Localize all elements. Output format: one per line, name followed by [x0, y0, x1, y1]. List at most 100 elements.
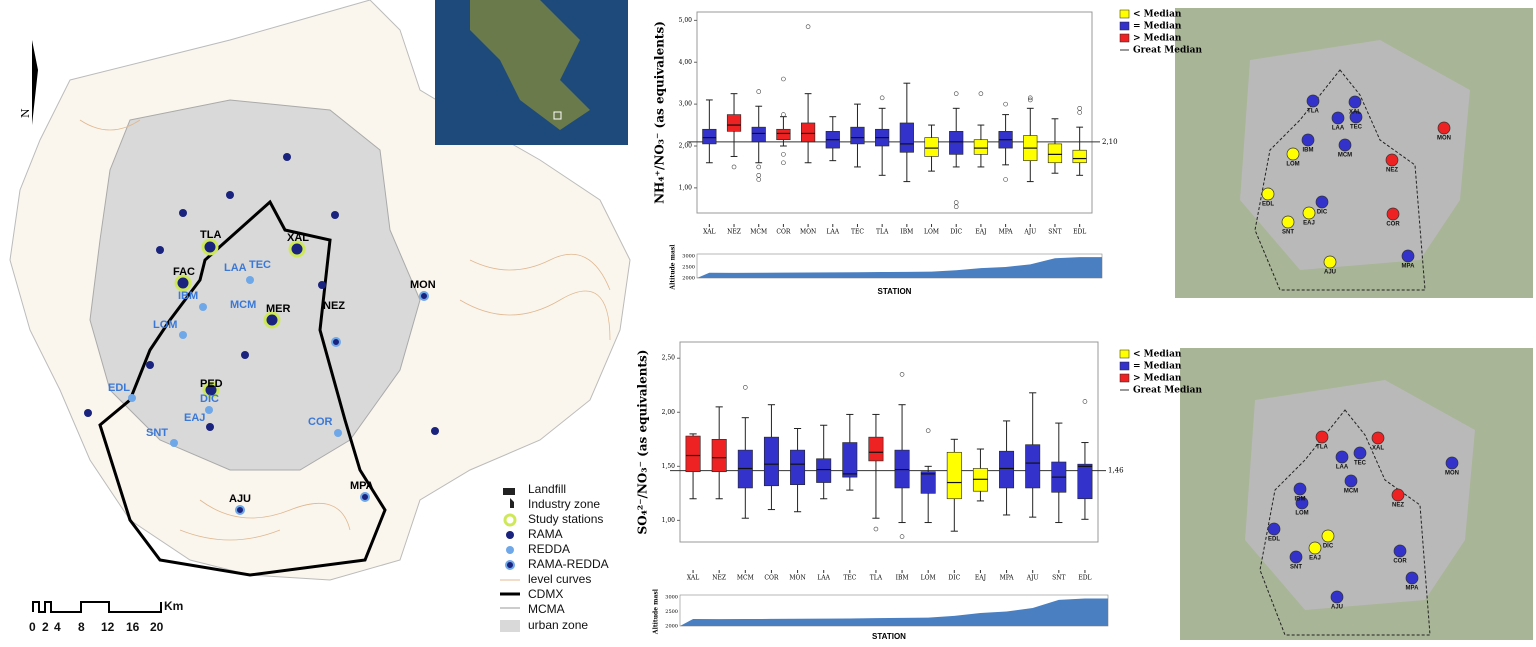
x-tick-label: DIC [950, 229, 962, 236]
y-axis-label: NH₄⁺/NO₃⁻ (as equivalents) [653, 21, 667, 204]
station-label: EAJ [1309, 556, 1321, 562]
station-label: MPA [1406, 586, 1420, 592]
y-tick-label: 2,50 [662, 355, 676, 362]
outlier [781, 76, 786, 82]
outlier [1082, 399, 1088, 404]
box [1072, 149, 1087, 164]
outlier [873, 526, 879, 532]
altitude-label: Altitude masl [653, 588, 660, 635]
outlier [953, 204, 959, 210]
outlier [781, 160, 786, 166]
scale-tick: 8 [78, 620, 85, 634]
legend-label: level curves [528, 572, 591, 586]
outlier [756, 164, 762, 170]
station-label: COR [1393, 559, 1407, 565]
station-label: MPA [1402, 264, 1416, 270]
station-dot [1302, 206, 1316, 220]
station-dot [1331, 111, 1345, 125]
altitude-tick-label: 3000 [682, 254, 695, 260]
station-dot [1338, 138, 1352, 152]
x-tick-label: SNT [1052, 575, 1065, 582]
station-label: PED [200, 378, 223, 390]
x-tick-label: IBM [896, 575, 909, 582]
station-label: LAA [1336, 465, 1349, 471]
station-dot [1286, 147, 1300, 161]
legend-swatch [1119, 33, 1130, 43]
station-dot [1321, 529, 1335, 543]
altitude-area [697, 257, 1102, 278]
x-tick-label: MON [789, 575, 805, 582]
station-label: XAL [1349, 110, 1361, 116]
plot-frame [679, 341, 1099, 543]
outlier [1027, 97, 1033, 103]
scale-tick: 4 [54, 620, 61, 634]
box [1077, 463, 1093, 500]
legend-label: RAMA [528, 527, 563, 541]
cdmx-boundary [98, 199, 387, 577]
urban-zone [89, 99, 421, 471]
station-dot [1353, 446, 1367, 460]
station-label: MCM [230, 299, 256, 311]
x-tick-label: EDL [1078, 575, 1091, 582]
legend-label: > Median [1133, 34, 1182, 44]
box [1047, 143, 1063, 164]
small-map-bg [1175, 8, 1533, 640]
station-label: XAL [1372, 446, 1384, 452]
x-tick-label: COR [764, 575, 779, 582]
legend-label: REDDA [528, 542, 570, 556]
box [711, 438, 727, 473]
station-label: AJU [1324, 270, 1336, 276]
station-label: FAC [173, 266, 195, 278]
y-tick-label: 1,50 [662, 463, 676, 470]
station-dot [1386, 207, 1400, 221]
north-label: N [19, 108, 32, 118]
outlier [1077, 110, 1082, 115]
outlier [1003, 101, 1008, 107]
scale-unit: Km [164, 599, 183, 613]
box [973, 139, 988, 155]
station-label: NEZ [1386, 168, 1398, 174]
north-arrow [32, 40, 38, 125]
station-dots [84, 153, 439, 515]
inset-land [470, 0, 590, 130]
outlier [781, 112, 786, 117]
scale-tick: 12 [101, 620, 115, 634]
main-map: N TLA XAL FAC LAA TEC IBM MCM MER LOM NE… [9, 0, 631, 634]
station-label: COR [1386, 222, 1400, 228]
station-label: EAJ [1303, 221, 1315, 227]
legend-swatch [1119, 373, 1130, 383]
altitude-tick-label: 2000 [665, 624, 678, 630]
station-label: LOM [1295, 511, 1308, 517]
station-dot [1293, 482, 1307, 496]
y-axis-label: SO₄²⁻/NO₃⁻ (as equivalents) [636, 350, 650, 535]
x-tick-label: SNT [1048, 229, 1061, 236]
y-tick-label: 5,00 [679, 17, 693, 24]
station-label: SNT [1282, 230, 1294, 236]
station-label: TLA [1307, 109, 1319, 115]
x-tick-label: TEC [851, 229, 864, 236]
scale-bar [32, 601, 162, 613]
x-tick-label: LOM [921, 575, 936, 582]
station-dot [1315, 195, 1329, 209]
station-dot [1267, 522, 1281, 536]
station-dot [1385, 153, 1399, 167]
box [899, 122, 914, 153]
station-label: IBM [178, 290, 198, 302]
legend-label: Industry zone [528, 497, 600, 511]
x-tick-label: TLA [870, 575, 883, 582]
station-label: SNT [1290, 565, 1302, 571]
altitude-tick-label: 3000 [665, 595, 678, 601]
box [790, 449, 806, 486]
outlier [781, 152, 786, 157]
station-label: TEC [1354, 461, 1367, 467]
x-tick-label: TEC [843, 575, 856, 582]
station-label: MCM [1344, 489, 1358, 495]
station-label: DIC [200, 393, 219, 405]
legend-label: MCMA [528, 602, 565, 616]
box [999, 450, 1015, 489]
station-dot [1445, 456, 1459, 470]
box [726, 114, 742, 132]
x-tick-label: AJU [1023, 229, 1036, 236]
station-dot [1391, 488, 1405, 502]
x-tick-label: LAA [826, 229, 839, 236]
